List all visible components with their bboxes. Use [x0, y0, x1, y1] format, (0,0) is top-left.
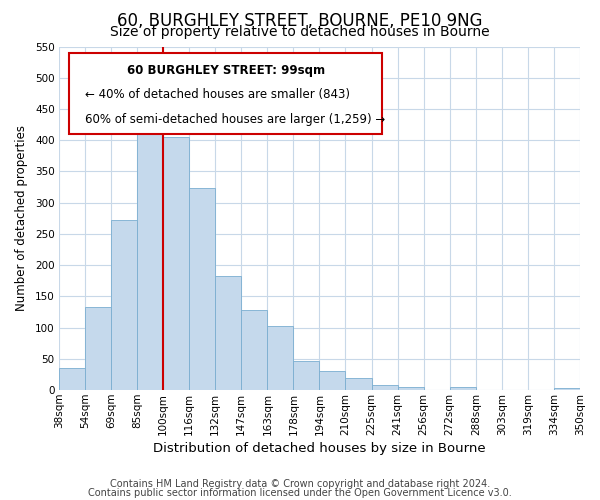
Text: 60, BURGHLEY STREET, BOURNE, PE10 9NG: 60, BURGHLEY STREET, BOURNE, PE10 9NG: [117, 12, 483, 30]
Bar: [189, 188, 215, 390]
Bar: [398, 387, 424, 390]
FancyBboxPatch shape: [69, 54, 382, 134]
Text: ← 40% of detached houses are smaller (843): ← 40% of detached houses are smaller (84…: [85, 88, 350, 102]
Bar: [346, 378, 371, 390]
Bar: [241, 310, 268, 390]
X-axis label: Distribution of detached houses by size in Bourne: Distribution of detached houses by size …: [153, 442, 486, 455]
Text: 60% of semi-detached houses are larger (1,259) →: 60% of semi-detached houses are larger (…: [85, 113, 385, 126]
Bar: [137, 120, 163, 390]
Bar: [163, 137, 189, 390]
Bar: [85, 307, 111, 390]
Bar: [371, 385, 398, 390]
Text: Contains public sector information licensed under the Open Government Licence v3: Contains public sector information licen…: [88, 488, 512, 498]
Text: Contains HM Land Registry data © Crown copyright and database right 2024.: Contains HM Land Registry data © Crown c…: [110, 479, 490, 489]
Y-axis label: Number of detached properties: Number of detached properties: [15, 126, 28, 312]
Bar: [554, 388, 580, 390]
Bar: [293, 362, 319, 390]
Bar: [59, 368, 85, 390]
Bar: [450, 387, 476, 390]
Text: 60 BURGHLEY STREET: 99sqm: 60 BURGHLEY STREET: 99sqm: [127, 64, 325, 76]
Bar: [215, 276, 241, 390]
Text: Size of property relative to detached houses in Bourne: Size of property relative to detached ho…: [110, 25, 490, 39]
Bar: [268, 326, 293, 390]
Bar: [319, 372, 346, 390]
Bar: [111, 220, 137, 390]
